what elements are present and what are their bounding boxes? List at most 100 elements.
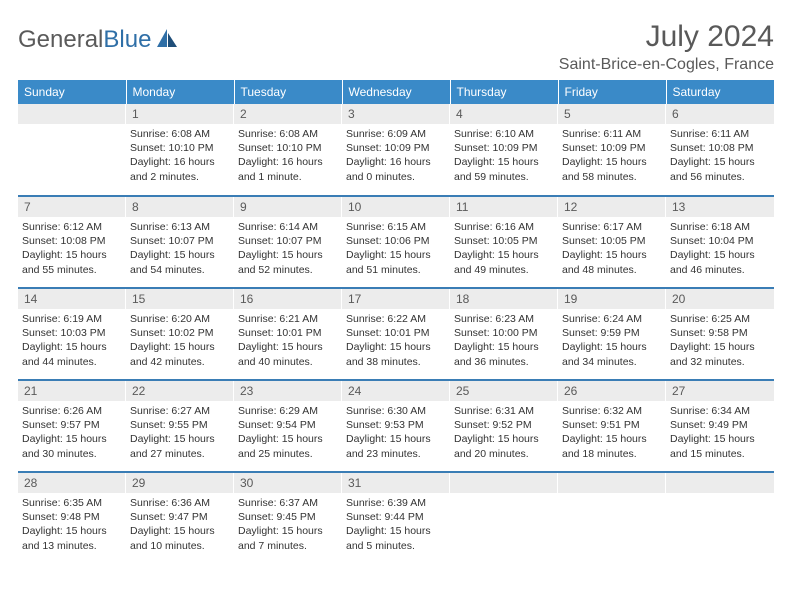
sunrise-text: Sunrise: 6:37 AM [238, 496, 338, 510]
day-number: 28 [18, 473, 126, 493]
day-content: Sunrise: 6:36 AMSunset: 9:47 PMDaylight:… [126, 493, 234, 556]
day-content: Sunrise: 6:10 AMSunset: 10:09 PMDaylight… [450, 124, 558, 187]
day-number [558, 473, 666, 493]
sunset-text: Sunset: 10:04 PM [670, 234, 770, 248]
day-content: Sunrise: 6:18 AMSunset: 10:04 PMDaylight… [666, 217, 774, 280]
day-content: Sunrise: 6:34 AMSunset: 9:49 PMDaylight:… [666, 401, 774, 464]
day-number: 10 [342, 197, 450, 217]
daylight-text: Daylight: 15 hours and 42 minutes. [130, 340, 230, 368]
sunset-text: Sunset: 9:57 PM [22, 418, 122, 432]
sunrise-text: Sunrise: 6:14 AM [238, 220, 338, 234]
daylight-text: Daylight: 15 hours and 48 minutes. [562, 248, 662, 276]
day-content: Sunrise: 6:39 AMSunset: 9:44 PMDaylight:… [342, 493, 450, 556]
day-content: Sunrise: 6:35 AMSunset: 9:48 PMDaylight:… [18, 493, 126, 556]
sunrise-text: Sunrise: 6:35 AM [22, 496, 122, 510]
daylight-text: Daylight: 15 hours and 7 minutes. [238, 524, 338, 552]
sunrise-text: Sunrise: 6:08 AM [130, 127, 230, 141]
day-number: 19 [558, 289, 666, 309]
sunrise-text: Sunrise: 6:16 AM [454, 220, 554, 234]
day-content: Sunrise: 6:29 AMSunset: 9:54 PMDaylight:… [234, 401, 342, 464]
day-number: 18 [450, 289, 558, 309]
daylight-text: Daylight: 15 hours and 54 minutes. [130, 248, 230, 276]
day-content: Sunrise: 6:27 AMSunset: 9:55 PMDaylight:… [126, 401, 234, 464]
day-content: Sunrise: 6:11 AMSunset: 10:08 PMDaylight… [666, 124, 774, 187]
location: Saint-Brice-en-Cogles, France [559, 56, 774, 74]
day-number: 15 [126, 289, 234, 309]
day-content: Sunrise: 6:24 AMSunset: 9:59 PMDaylight:… [558, 309, 666, 372]
sunset-text: Sunset: 9:48 PM [22, 510, 122, 524]
day-number: 27 [666, 381, 774, 401]
daylight-text: Daylight: 15 hours and 46 minutes. [670, 248, 770, 276]
sunrise-text: Sunrise: 6:11 AM [562, 127, 662, 141]
sunrise-text: Sunrise: 6:20 AM [130, 312, 230, 326]
sunrise-text: Sunrise: 6:11 AM [670, 127, 770, 141]
sail-icon [155, 27, 179, 54]
calendar-day-cell [18, 104, 126, 196]
sunset-text: Sunset: 10:07 PM [238, 234, 338, 248]
day-number: 16 [234, 289, 342, 309]
day-number: 2 [234, 104, 342, 124]
day-content: Sunrise: 6:09 AMSunset: 10:09 PMDaylight… [342, 124, 450, 187]
sunrise-text: Sunrise: 6:18 AM [670, 220, 770, 234]
calendar-day-cell: 13Sunrise: 6:18 AMSunset: 10:04 PMDaylig… [666, 196, 774, 288]
calendar-day-cell: 11Sunrise: 6:16 AMSunset: 10:05 PMDaylig… [450, 196, 558, 288]
calendar-week-row: 14Sunrise: 6:19 AMSunset: 10:03 PMDaylig… [18, 288, 774, 380]
day-content: Sunrise: 6:22 AMSunset: 10:01 PMDaylight… [342, 309, 450, 372]
logo-text: GeneralBlue [18, 26, 151, 54]
sunset-text: Sunset: 10:09 PM [562, 141, 662, 155]
calendar-day-cell: 25Sunrise: 6:31 AMSunset: 9:52 PMDayligh… [450, 380, 558, 472]
daylight-text: Daylight: 15 hours and 58 minutes. [562, 155, 662, 183]
daylight-text: Daylight: 15 hours and 52 minutes. [238, 248, 338, 276]
title-block: July 2024 Saint-Brice-en-Cogles, France [559, 20, 774, 74]
sunset-text: Sunset: 9:58 PM [670, 326, 770, 340]
day-number: 22 [126, 381, 234, 401]
sunset-text: Sunset: 10:09 PM [346, 141, 446, 155]
calendar-day-cell: 2Sunrise: 6:08 AMSunset: 10:10 PMDayligh… [234, 104, 342, 196]
calendar-day-cell: 1Sunrise: 6:08 AMSunset: 10:10 PMDayligh… [126, 104, 234, 196]
daylight-text: Daylight: 16 hours and 1 minute. [238, 155, 338, 183]
calendar-day-cell: 3Sunrise: 6:09 AMSunset: 10:09 PMDayligh… [342, 104, 450, 196]
day-number: 14 [18, 289, 126, 309]
day-content: Sunrise: 6:12 AMSunset: 10:08 PMDaylight… [18, 217, 126, 280]
day-number: 8 [126, 197, 234, 217]
weekday-header: Sunday [18, 80, 126, 104]
day-content: Sunrise: 6:25 AMSunset: 9:58 PMDaylight:… [666, 309, 774, 372]
daylight-text: Daylight: 15 hours and 20 minutes. [454, 432, 554, 460]
daylight-text: Daylight: 16 hours and 2 minutes. [130, 155, 230, 183]
sunrise-text: Sunrise: 6:24 AM [562, 312, 662, 326]
sunrise-text: Sunrise: 6:12 AM [22, 220, 122, 234]
sunset-text: Sunset: 10:10 PM [130, 141, 230, 155]
day-content: Sunrise: 6:32 AMSunset: 9:51 PMDaylight:… [558, 401, 666, 464]
calendar-week-row: 7Sunrise: 6:12 AMSunset: 10:08 PMDayligh… [18, 196, 774, 288]
calendar-week-row: 28Sunrise: 6:35 AMSunset: 9:48 PMDayligh… [18, 472, 774, 564]
day-number: 21 [18, 381, 126, 401]
calendar-day-cell: 24Sunrise: 6:30 AMSunset: 9:53 PMDayligh… [342, 380, 450, 472]
sunrise-text: Sunrise: 6:39 AM [346, 496, 446, 510]
calendar-day-cell [666, 472, 774, 564]
calendar-day-cell: 12Sunrise: 6:17 AMSunset: 10:05 PMDaylig… [558, 196, 666, 288]
sunrise-text: Sunrise: 6:31 AM [454, 404, 554, 418]
day-content: Sunrise: 6:31 AMSunset: 9:52 PMDaylight:… [450, 401, 558, 464]
calendar-day-cell: 14Sunrise: 6:19 AMSunset: 10:03 PMDaylig… [18, 288, 126, 380]
daylight-text: Daylight: 15 hours and 5 minutes. [346, 524, 446, 552]
day-content: Sunrise: 6:08 AMSunset: 10:10 PMDaylight… [126, 124, 234, 187]
calendar-day-cell: 16Sunrise: 6:21 AMSunset: 10:01 PMDaylig… [234, 288, 342, 380]
day-number: 31 [342, 473, 450, 493]
calendar-day-cell: 4Sunrise: 6:10 AMSunset: 10:09 PMDayligh… [450, 104, 558, 196]
day-number: 30 [234, 473, 342, 493]
daylight-text: Daylight: 15 hours and 38 minutes. [346, 340, 446, 368]
calendar-week-row: 21Sunrise: 6:26 AMSunset: 9:57 PMDayligh… [18, 380, 774, 472]
calendar-day-cell [450, 472, 558, 564]
calendar-day-cell: 19Sunrise: 6:24 AMSunset: 9:59 PMDayligh… [558, 288, 666, 380]
sunrise-text: Sunrise: 6:15 AM [346, 220, 446, 234]
logo-text-general: General [18, 26, 103, 53]
sunset-text: Sunset: 10:07 PM [130, 234, 230, 248]
daylight-text: Daylight: 15 hours and 27 minutes. [130, 432, 230, 460]
daylight-text: Daylight: 16 hours and 0 minutes. [346, 155, 446, 183]
daylight-text: Daylight: 15 hours and 51 minutes. [346, 248, 446, 276]
sunset-text: Sunset: 9:55 PM [130, 418, 230, 432]
sunset-text: Sunset: 10:00 PM [454, 326, 554, 340]
day-number: 23 [234, 381, 342, 401]
calendar-day-cell: 8Sunrise: 6:13 AMSunset: 10:07 PMDayligh… [126, 196, 234, 288]
day-number: 25 [450, 381, 558, 401]
